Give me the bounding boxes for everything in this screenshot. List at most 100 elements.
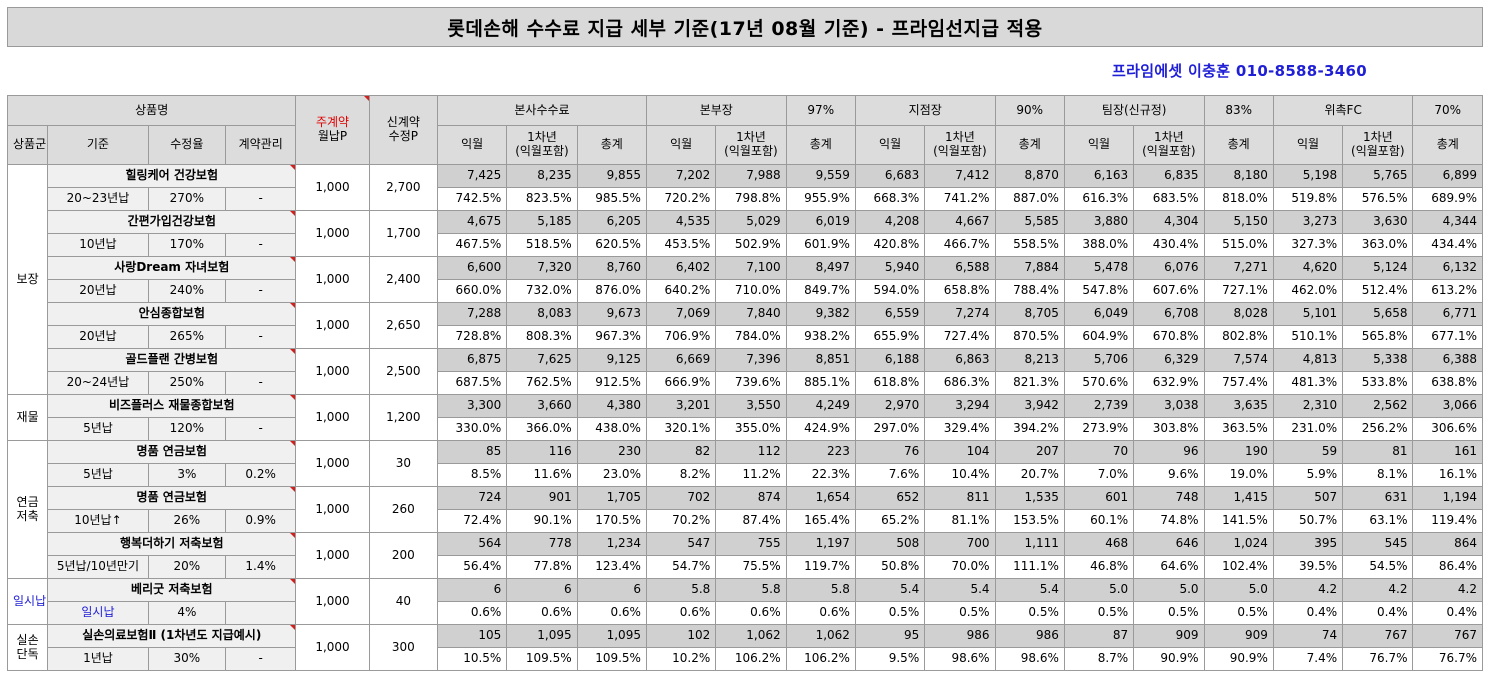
amount-cell: 8,705 xyxy=(994,302,1065,326)
amount-cell: 5,338 xyxy=(1342,348,1414,372)
amount-cell: 3,880 xyxy=(1063,210,1135,234)
percent-cell: 11.2% xyxy=(715,463,787,487)
amount-cell: 207 xyxy=(994,440,1065,464)
category-cell: 연금 저축 xyxy=(6,440,49,579)
basis-cell: 10년납↑ xyxy=(47,509,149,533)
amount-cell: 7,396 xyxy=(715,348,787,372)
category-cell: 보장 xyxy=(6,164,49,395)
amount-cell: 3,635 xyxy=(1203,394,1274,418)
percent-cell: 273.9% xyxy=(1063,417,1135,441)
contract-mgmt-cell: 0.9% xyxy=(225,509,297,533)
percent-cell: 90.9% xyxy=(1133,647,1205,671)
percent-cell: 366.0% xyxy=(506,417,578,441)
amount-cell: 564 xyxy=(436,532,508,556)
header-row-1: 상품명 주계약 월납P 신계약 수정P 본사수수료 본부장 97% 지점장 90… xyxy=(6,95,1483,165)
col-first-year-line1: 1차년 xyxy=(945,130,975,145)
percent-cell: 912.5% xyxy=(576,371,647,395)
percent-cell: 887.0% xyxy=(994,187,1065,211)
amount-cell: 2,562 xyxy=(1342,394,1414,418)
percent-cell: 0.6% xyxy=(645,601,717,625)
rate-cell: 170% xyxy=(147,233,227,257)
amount-cell: 1,095 xyxy=(506,624,578,648)
percent-cell: 632.9% xyxy=(1133,371,1205,395)
percent-cell: 256.2% xyxy=(1342,417,1414,441)
product-row: 보장 힐링케어 건강보험 1,000 2,700 7,425 8,235 9,855 7,20… xyxy=(6,164,1483,395)
percent-cell: 394.2% xyxy=(994,417,1065,441)
amount-cell: 7,574 xyxy=(1203,348,1274,372)
amount-cell: 1,535 xyxy=(994,486,1065,510)
col-first-year-header: 1차년 (익월포함) xyxy=(1342,125,1414,165)
amount-cell: 652 xyxy=(854,486,926,510)
rate-cell: 265% xyxy=(147,325,227,349)
amount-cell: 1,062 xyxy=(715,624,787,648)
product-name: 비즈플러스 재물종합보험 xyxy=(47,394,297,418)
adjusted-premium-cell: 2,650 xyxy=(368,302,439,349)
amount-cell: 5,150 xyxy=(1203,210,1274,234)
percent-cell: 533.8% xyxy=(1342,371,1414,395)
percent-cell: 119.7% xyxy=(785,555,856,579)
amount-cell: 4,208 xyxy=(854,210,926,234)
amount-cell: 4,675 xyxy=(436,210,508,234)
amount-cell: 748 xyxy=(1133,486,1205,510)
col-first-year-header: 1차년 (익월포함) xyxy=(924,125,996,165)
subscription-premium-header: 주계약 월납P xyxy=(295,95,370,165)
rate-cell: 240% xyxy=(147,279,227,303)
basis-cell: 20~24년납 xyxy=(47,371,149,395)
amount-cell: 230 xyxy=(576,440,647,464)
amount-cell: 4,620 xyxy=(1272,256,1344,280)
percent-cell: 512.4% xyxy=(1342,279,1414,303)
col-first-year-header: 1차년 (익월포함) xyxy=(715,125,787,165)
amount-cell: 4,304 xyxy=(1133,210,1205,234)
col-first-year-line1: 1차년 xyxy=(1362,130,1393,145)
product-row: 연금 저축 명품 연금보험 1,000 30 85 116 230 82 112 223 76 104 2… xyxy=(6,440,1483,579)
percent-cell: 102.4% xyxy=(1203,555,1274,579)
tier-header-team: 팀장(신규정) xyxy=(1063,95,1205,126)
tier-pct-division: 97% xyxy=(785,95,856,126)
product-detail-row: 20~24년납 250% - 687.5% 762.5% 912.5% 666.9% 739.… xyxy=(8,371,1483,395)
basis-cell: 20년납 xyxy=(47,279,149,303)
amount-cell: 5,198 xyxy=(1272,164,1344,188)
amount-cell: 7,288 xyxy=(436,302,508,326)
amount-cell: 5.8 xyxy=(785,578,856,602)
percent-cell: 434.4% xyxy=(1412,233,1483,257)
amount-cell: 755 xyxy=(715,532,787,556)
col-first-year-header: 1차년 (익월포함) xyxy=(506,125,578,165)
amount-cell: 95 xyxy=(854,624,926,648)
adjusted-premium-cell: 1,700 xyxy=(368,210,439,257)
basis-cell: 10년납 xyxy=(47,233,149,257)
percent-cell: 11.6% xyxy=(506,463,578,487)
percent-cell: 54.5% xyxy=(1342,555,1414,579)
amount-cell: 7,069 xyxy=(645,302,717,326)
contract-mgmt-header: 계약관리 xyxy=(225,125,297,165)
amount-cell: 5,185 xyxy=(506,210,578,234)
percent-cell: 0.6% xyxy=(785,601,856,625)
amount-cell: 6,875 xyxy=(436,348,508,372)
product-detail-row: 5년납 120% - 330.0% 366.0% 438.0% 320.1% 355.0% 42… xyxy=(8,417,1483,441)
new-contract-header: 신계약 수정P xyxy=(368,95,439,165)
basis-cell: 1년납 xyxy=(47,647,149,671)
amount-cell: 8,213 xyxy=(994,348,1065,372)
percent-cell: 0.6% xyxy=(436,601,508,625)
amount-cell: 96 xyxy=(1133,440,1205,464)
percent-cell: 81.1% xyxy=(924,509,996,533)
amount-cell: 6,899 xyxy=(1412,164,1483,188)
amount-cell: 7,840 xyxy=(715,302,787,326)
amount-cell: 4,813 xyxy=(1272,348,1344,372)
tier-header-division: 본부장 xyxy=(645,95,787,126)
amount-cell: 5,029 xyxy=(715,210,787,234)
amount-cell: 986 xyxy=(924,624,996,648)
amount-cell: 5.4 xyxy=(854,578,926,602)
product-detail-row: 20~23년납 270% - 742.5% 823.5% 985.5% 720.2% 798.… xyxy=(8,187,1483,211)
amount-cell: 6,835 xyxy=(1133,164,1205,188)
amount-cell: 901 xyxy=(506,486,578,510)
percent-cell: 77.8% xyxy=(506,555,578,579)
adjusted-premium-cell: 40 xyxy=(368,578,439,625)
percent-cell: 607.6% xyxy=(1133,279,1205,303)
amount-cell: 1,654 xyxy=(785,486,856,510)
amount-cell: 3,066 xyxy=(1412,394,1483,418)
percent-cell: 788.4% xyxy=(994,279,1065,303)
amount-cell: 6,669 xyxy=(645,348,717,372)
premium-cell: 1,000 xyxy=(295,486,370,533)
percent-cell: 70.2% xyxy=(645,509,717,533)
col-month-header: 익월 xyxy=(645,125,717,165)
